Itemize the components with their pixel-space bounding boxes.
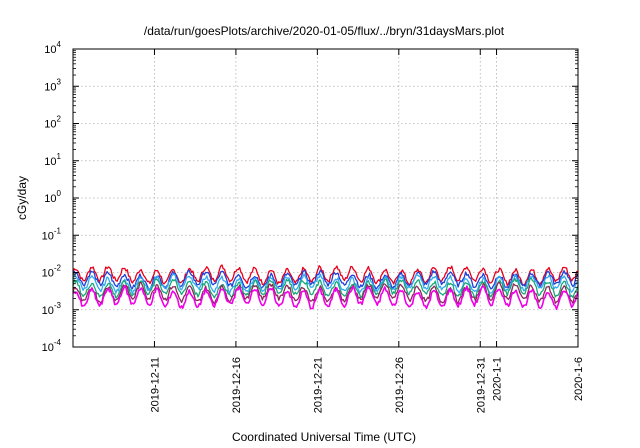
y-tick-label: 101 (44, 152, 61, 168)
series-line-5 (72, 285, 579, 310)
y-axis-ticks: 10-4 10-3 10-2 10-1 100 101 102 103 104 (42, 40, 578, 354)
x-tick-label: 2019-12-26 (394, 357, 406, 413)
x-axis-label: Coordinated Universal Time (UTC) (232, 430, 416, 444)
y-tick-label: 10-4 (42, 338, 62, 354)
series-line-0 (72, 264, 579, 287)
y-tick-label: 10-1 (42, 226, 62, 242)
y-tick-label: 103 (44, 77, 61, 93)
x-axis-ticks: 2019-12-11 2019-12-16 2019-12-21 2019-12-26… (149, 49, 585, 413)
x-tick-label: 2020-1-1 (492, 357, 504, 401)
x-tick-label: 2019-12-31 (475, 357, 487, 413)
series-line-2 (72, 273, 579, 295)
series-line-3 (72, 277, 579, 299)
y-tick-label: 102 (44, 115, 61, 131)
y-tick-label: 10-3 (42, 301, 62, 317)
x-tick-label: 2019-12-21 (312, 357, 324, 413)
x-tick-label: 2019-12-11 (149, 357, 161, 412)
series-line-4 (72, 281, 579, 305)
x-tick-label: 2019-12-16 (231, 357, 243, 413)
series-lines (72, 264, 579, 310)
grid (73, 49, 578, 347)
chart-title: /data/run/goesPlots/archive/2020-01-05/f… (144, 24, 505, 38)
y-tick-label: 100 (44, 189, 61, 205)
y-tick-label: 104 (44, 40, 61, 56)
x-tick-label: 2020-1-6 (573, 357, 585, 401)
y-axis-label: cGy/day (15, 176, 29, 220)
y-tick-label: 10-2 (42, 264, 62, 280)
